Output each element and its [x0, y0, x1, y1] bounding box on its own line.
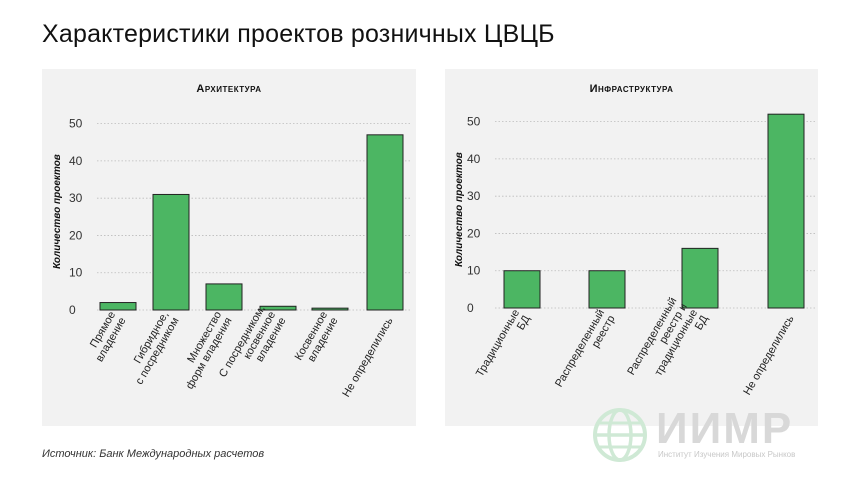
- architecture-y-tick-label: 40: [69, 154, 83, 168]
- logo-subtitle: Институт Изучения Мировых Рынков: [658, 450, 796, 459]
- architecture-x-tick-label: Гибридное,с посредником: [123, 310, 181, 387]
- infrastructure-y-tick-label: 50: [467, 115, 481, 129]
- architecture-y-tick-label: 30: [69, 191, 83, 205]
- architecture-bar: [259, 305, 297, 311]
- architecture-bar: [99, 302, 137, 311]
- infrastructure-y-tick-label: 0: [467, 301, 474, 315]
- architecture-bar: [152, 193, 190, 311]
- infrastructure-x-tick-label: Распределенныйреестр: [553, 308, 618, 396]
- iimr-logo: ИИМР Институт Изучения Мировых Рынков: [592, 405, 822, 465]
- architecture-chart-title: Архитектура: [196, 83, 262, 95]
- architecture-y-tick-label: 10: [69, 266, 83, 280]
- infrastructure-y-tick-label: 10: [467, 264, 481, 278]
- infrastructure-bar: [588, 270, 626, 309]
- infrastructure-y-tick-label: 30: [467, 189, 481, 203]
- architecture-chart-panel: Архитектура 0 10 20 30 40 50 Количество проект…: [42, 69, 416, 426]
- architecture-x-tick-label: Прямоевладение: [83, 310, 128, 364]
- infrastructure-x-tick-label: Не определились: [741, 313, 796, 397]
- architecture-x-tick-label: С посредником,косвенноевладение: [217, 304, 289, 392]
- architecture-y-tick-label: 0: [69, 303, 76, 317]
- source-note: Источник: Банк Международных расчетов: [42, 448, 265, 460]
- infrastructure-x-tick-label: ТрадиционныеБД: [474, 307, 533, 385]
- infrastructure-bar: [767, 113, 805, 309]
- architecture-bar: [205, 283, 243, 311]
- architecture-x-tick-label: Не определились: [340, 315, 395, 399]
- logo-text: ИИМР: [656, 404, 794, 453]
- infrastructure-chart: 0 10 20 30 40 50 Количество проектов Традиционн…: [454, 113, 815, 397]
- infrastructure-y-axis-label: Количество проектов: [454, 152, 465, 267]
- infrastructure-bar: [503, 270, 541, 309]
- architecture-y-axis-label: Количество проектов: [52, 154, 63, 269]
- architecture-y-tick-label: 50: [69, 117, 83, 131]
- infrastructure-y-tick-label: 20: [467, 226, 481, 240]
- architecture-chart: 0 10 20 30 40 50 Количество проектов Прямоевлад…: [52, 117, 412, 399]
- globe-icon: [593, 408, 647, 462]
- infrastructure-bar: [681, 247, 719, 309]
- architecture-bar: [311, 307, 349, 311]
- infrastructure-y-tick-label: 40: [467, 152, 481, 166]
- infrastructure-x-tick-label: Распределенныйреестр итрадиционныеБД: [625, 295, 711, 395]
- architecture-y-tick-label: 20: [69, 228, 83, 242]
- infrastructure-chart-title: Инфраструктура: [589, 83, 674, 95]
- infrastructure-chart-panel: Инфраструктура 0 10 20 30 40 50 Количество про…: [445, 69, 818, 426]
- page-title: Характеристики проектов розничных ЦВЦБ: [42, 20, 555, 48]
- architecture-x-tick-label: Косвенноевладение: [293, 310, 341, 369]
- architecture-bar: [366, 134, 404, 311]
